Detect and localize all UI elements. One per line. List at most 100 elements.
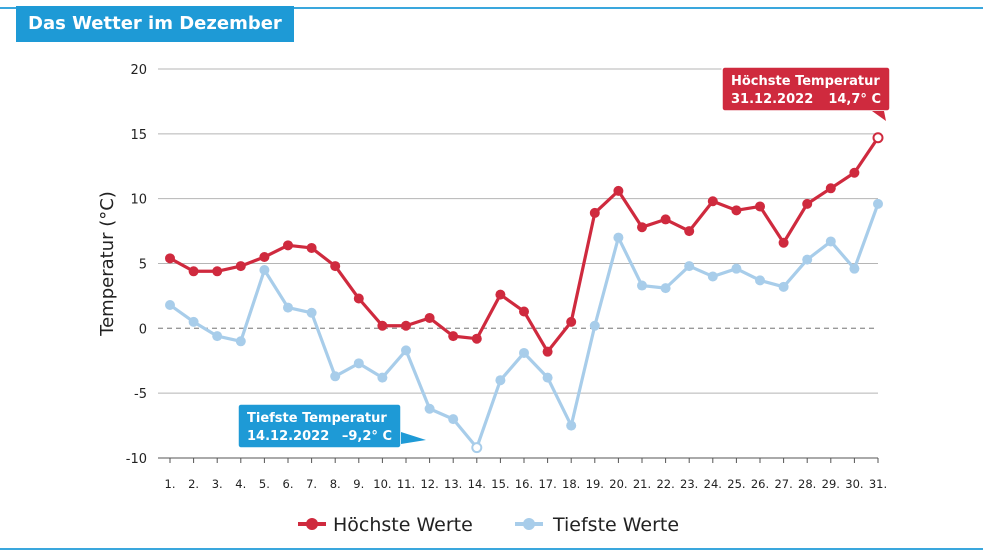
callout-title-high: Höchste Temperatur [731,74,880,89]
callout-date-high: 31.12.2022 [731,92,813,107]
x-tick-label: 28. [798,477,816,491]
data-point-high [401,320,411,331]
data-point-high [495,289,506,300]
x-tick-label: 29. [822,477,840,491]
data-point-low [778,281,789,292]
x-tick-label: 12. [420,477,438,491]
data-point-high [330,261,341,272]
data-point-high [755,201,765,212]
top-frame-line [0,7,983,9]
x-tick-label: 11. [397,477,415,491]
data-point-low [707,271,718,282]
data-point-high [731,205,742,216]
data-point-low [377,372,388,383]
data-point-high [165,253,175,264]
data-point-high [660,214,671,225]
data-point-high [637,222,647,233]
series-line-high [169,136,880,354]
y-tick-label: 10 [130,193,147,208]
x-tick-label: 15. [491,477,509,491]
legend-marker-low [523,518,535,530]
data-point-low [353,358,364,369]
y-tick-label: 5 [139,258,147,273]
x-tick-label: 3. [212,477,223,491]
data-point-low-extreme [471,442,483,454]
x-tick-label: 23. [680,477,698,491]
x-tick-label: 20. [609,477,627,491]
data-point-high [283,240,293,251]
data-point-high [566,316,577,327]
x-tick-label: 21. [633,477,651,491]
x-tick-label: 16. [515,477,533,491]
x-tick-label: 30. [845,477,863,491]
x-tick-label: 5. [259,477,270,491]
data-point-high [519,306,529,317]
y-tick-label: 20 [130,63,147,78]
data-point-high-extreme [872,132,884,144]
data-point-low [542,372,553,383]
data-point-low [306,307,317,318]
x-tick-label: 22. [656,477,674,491]
data-point-low [424,403,435,414]
x-tick-label: 7. [306,477,317,491]
y-axis-label: Temperatur (°C) [97,191,118,337]
data-point-high [353,293,364,304]
data-point-high [825,183,836,194]
callout-title-low: Tiefste Temperatur [247,411,387,426]
x-tick-label: 24. [704,477,722,491]
x-tick-label: 6. [283,477,294,491]
data-point-high [188,266,199,277]
bottom-frame-line [0,548,983,550]
y-tick-label: -10 [126,452,147,467]
data-point-low [212,331,223,342]
data-point-high [684,226,695,237]
data-point-low [589,320,600,331]
data-point-low [448,414,459,425]
chart-title: Das Wetter im Dezember [16,6,294,42]
data-point-low [566,420,577,431]
x-tick-label: 27. [774,477,792,491]
data-point-low [802,254,813,265]
data-point-low [188,316,199,327]
data-point-low [825,236,836,247]
data-point-low [660,283,671,294]
y-tick-label: 15 [130,128,147,143]
callout-date-low: 14.12.2022 [247,429,329,444]
callout-pointer-low [401,432,426,444]
data-point-low [495,375,506,386]
data-point-high [542,346,553,357]
data-point-low [684,261,695,272]
x-tick-label: 2. [188,477,199,491]
data-point-low [519,347,529,358]
data-point-high [235,261,246,272]
data-point-low [755,275,765,286]
data-point-high [849,167,860,178]
callout-value-low: –9,2° C [342,429,392,444]
data-point-high [707,196,718,207]
y-tick-label: -5 [134,387,147,402]
data-point-high [259,252,270,263]
data-point-low [330,371,341,382]
x-tick-label: 19. [586,477,604,491]
data-point-low [283,302,293,313]
x-tick-label: 10. [373,477,391,491]
callout-pointer-high [872,111,886,121]
legend-marker-high [306,518,318,530]
x-tick-label: 31. [869,477,887,491]
data-point-low [259,264,270,275]
callout-box-high [721,66,891,112]
data-point-low [165,299,175,310]
data-point-high [212,266,223,277]
x-tick-label: 8. [330,477,341,491]
x-tick-label: 25. [727,477,745,491]
legend-label-low: Tiefste Werte [552,514,679,536]
data-point-low [401,345,411,356]
data-point-low [849,263,860,274]
callout-box-low [237,403,402,449]
data-point-low [235,336,246,347]
data-point-high [778,237,789,248]
data-point-high [589,207,600,218]
x-tick-label: 18. [562,477,580,491]
legend-label-high: Höchste Werte [333,514,473,536]
